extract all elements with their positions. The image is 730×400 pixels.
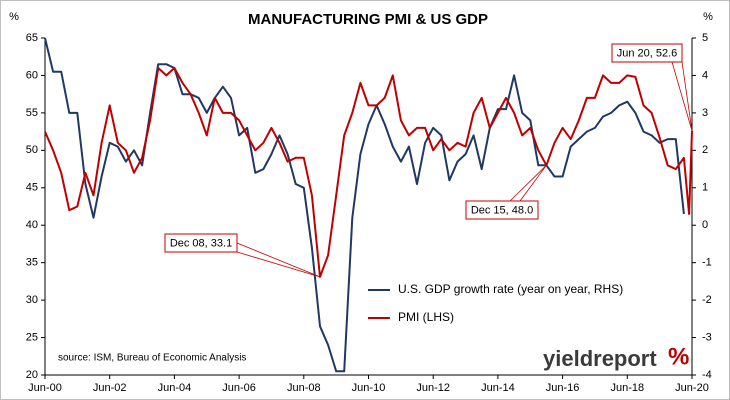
y2-tick-label: 5 [702,32,708,44]
y-tick-label: 60 [26,69,38,81]
annotation-box [164,233,238,253]
annotation-text: Jun 20, 52.6 [617,47,678,59]
y-tick-label: 25 [26,331,38,343]
annotation-box [611,43,683,63]
annotation-leader [671,61,693,131]
annotation-leader [236,251,321,278]
y2-tick-label: -2 [702,294,712,306]
x-tick-label: Jun-14 [481,382,515,394]
logo-mark: % [668,343,689,370]
y2-tick-label: -4 [702,369,712,381]
annotation-text: Dec 08, 33.1 [170,237,232,249]
x-tick-label: Jun-16 [546,382,580,394]
x-tick-label: Jun-08 [287,382,321,394]
y-tick-label: 50 [26,144,38,156]
annotation-box [465,200,539,220]
y2-tick-label: 1 [702,182,708,194]
y-tick-label: 65 [26,32,38,44]
y2-unit: % [703,11,713,23]
x-tick-label: Jun-10 [352,382,386,394]
series-line [44,67,693,278]
y2-tick-label: 4 [702,69,708,81]
y2-tick-label: -3 [702,331,712,343]
source: source: ISM, Bureau of Economic Analysis [58,353,246,364]
y2-tick-label: 2 [702,144,708,156]
annotation-leader [236,242,321,278]
annotation-leader [519,165,547,202]
annotation-text: Dec 15, 48.0 [471,204,533,216]
x-tick-label: Jun-12 [416,382,450,394]
x-tick-label: Jun-04 [158,382,192,394]
y-tick-label: 45 [26,182,38,194]
chart-title: MANUFACTURING PMI & US GDP [248,11,488,28]
x-tick-label: Jun-18 [610,382,644,394]
y-unit: % [9,11,19,23]
legend-label: PMI (LHS) [398,310,454,324]
annotation-leader [509,165,547,202]
x-tick-label: Jun-06 [222,382,256,394]
logo-text: yieldreport [543,346,657,371]
y-tick-label: 30 [26,294,38,306]
x-tick-label: Jun-20 [675,382,709,394]
y2-tick-label: -1 [702,257,712,269]
series-line [44,37,685,373]
x-tick-label: Jun-02 [93,382,127,394]
legend-label: U.S. GDP growth rate (year on year, RHS) [398,282,623,296]
y-tick-label: 35 [26,257,38,269]
y-tick-label: 20 [26,369,38,381]
y2-tick-label: 0 [702,219,708,231]
y2-tick-label: 3 [702,107,708,119]
x-tick-label: Jun-00 [28,382,62,394]
y-tick-label: 55 [26,107,38,119]
annotation-leader [681,61,693,131]
y-tick-label: 40 [26,219,38,231]
